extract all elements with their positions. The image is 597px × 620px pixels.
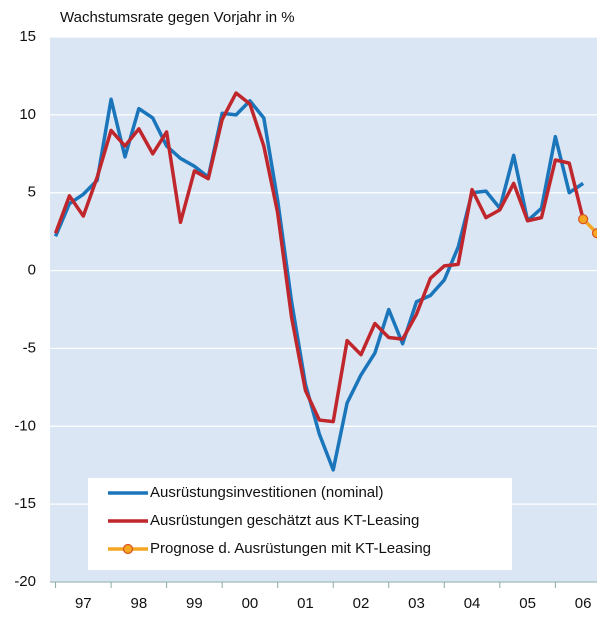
y-tick-label: 5: [28, 184, 36, 201]
legend-marker: [124, 545, 133, 554]
x-tick-label: 03: [408, 595, 425, 612]
y-tick-label: -10: [14, 417, 36, 434]
x-tick-label: 98: [131, 595, 148, 612]
legend-label: Prognose d. Ausrüstungen mit KT-Leasing: [150, 540, 431, 557]
marker: [579, 215, 588, 224]
x-tick-label: 00: [242, 595, 259, 612]
y-tick-label: 0: [28, 262, 36, 279]
legend-label: Ausrüstungen geschätzt aus KT-Leasing: [150, 512, 419, 529]
x-tick-label: 05: [519, 595, 536, 612]
y-tick-label: 10: [19, 106, 36, 123]
marker: [593, 229, 597, 238]
x-tick-label: 01: [297, 595, 314, 612]
chart-title: Wachstumsrate gegen Vorjahr in %: [60, 9, 295, 26]
x-tick-label: 99: [186, 595, 203, 612]
x-tick-label: 02: [353, 595, 370, 612]
x-tick-label: 06: [575, 595, 592, 612]
y-tick-label: 15: [19, 28, 36, 45]
y-tick-label: -20: [14, 573, 36, 590]
x-tick-label: 04: [464, 595, 481, 612]
y-tick-label: -5: [23, 339, 36, 356]
x-tick-label: 97: [75, 595, 92, 612]
legend-label: Ausrüstungsinvestitionen (nominal): [150, 484, 383, 501]
y-tick-label: -15: [14, 495, 36, 512]
